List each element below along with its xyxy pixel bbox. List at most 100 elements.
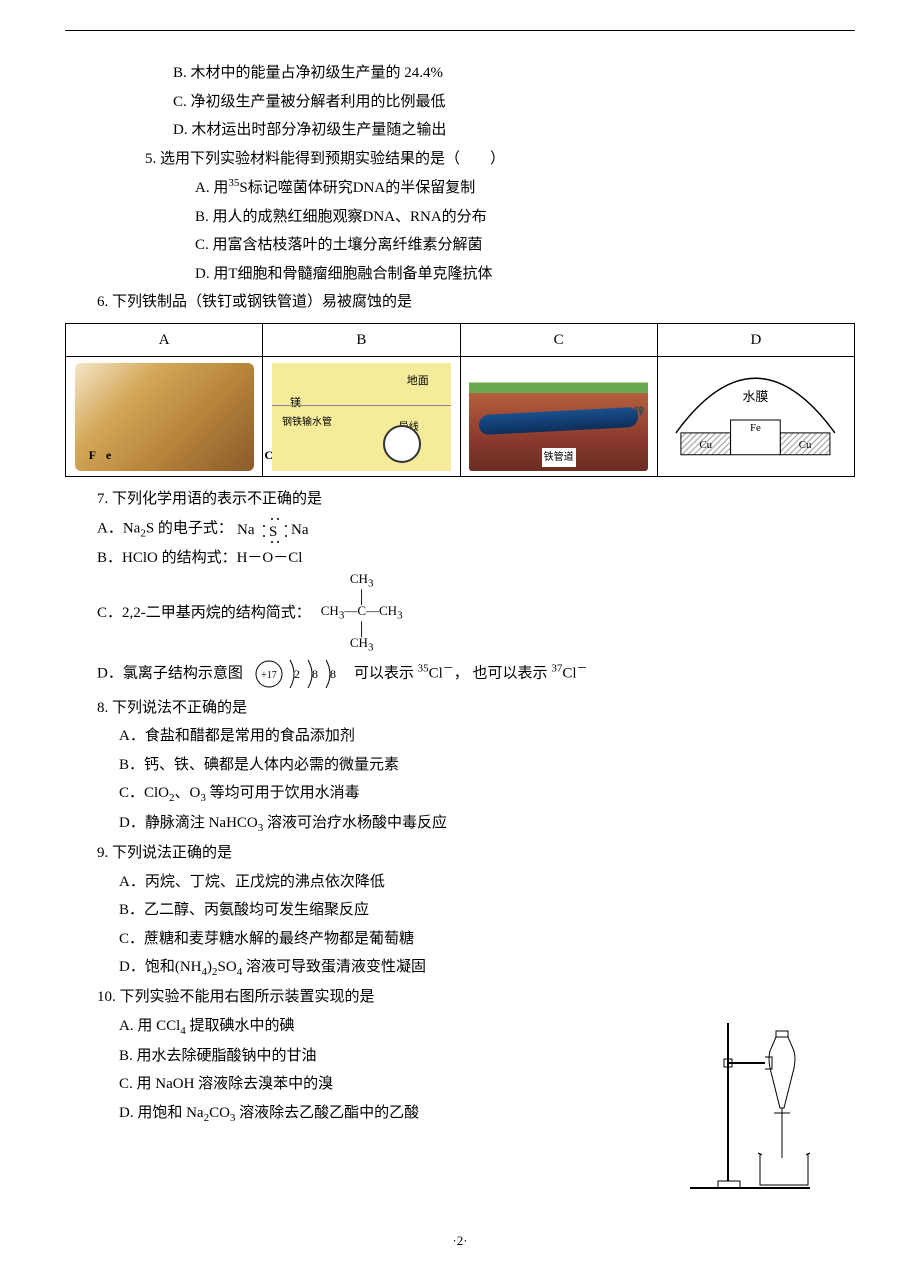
q7-d-p4: Cl xyxy=(562,665,576,681)
q5-d-text: 用T细胞和骨髓瘤细胞融合制备单克隆抗体 xyxy=(213,266,492,282)
svg-text:S: S xyxy=(269,524,277,540)
atom-structure-icon: +17 2 8 8 xyxy=(254,654,350,694)
img-b-ground-line xyxy=(272,405,451,406)
q6-table: A B C D 地面 镁 导线 钢铁输水管 锌 铁管道 xyxy=(65,323,855,478)
q7-stem: 7. 下列化学用语的表示不正确的是 xyxy=(97,485,855,514)
q7-d-s2: 37 xyxy=(551,662,562,674)
q5-stem: 5. 选用下列实验材料能得到预期实验结果的是（ ） xyxy=(145,145,855,174)
q7-d-p1: 可以表示 xyxy=(354,665,418,681)
q10-stem: 10. 下列实验不能用右图所示装置实现的是 xyxy=(97,983,855,1012)
q8-d-post: 溶液可治疗水杨酸中毒反应 xyxy=(263,815,447,831)
q7-option-a: A．Na2S 的电子式： Na S Na xyxy=(97,514,855,544)
q6-img-c-cell: 锌 铁管道 xyxy=(460,357,657,477)
img-d-water-film-icon: 水膜 Fe Cu Cu xyxy=(666,363,845,471)
q8-c-pre: C．ClO xyxy=(119,785,169,801)
c-mrs: 3 xyxy=(397,610,403,622)
svg-text:Na: Na xyxy=(291,522,309,538)
q10-d-mid: CO xyxy=(209,1105,230,1121)
img-c-pipe xyxy=(479,406,638,434)
q10-d-post: 溶液除去乙酸乙酯中的乙酸 xyxy=(235,1105,419,1121)
q9-option-b: B．乙二醇、丙氨酸均可发生缩聚反应 xyxy=(119,896,855,925)
q8-option-b: B．钙、铁、碘都是人体内必需的微量元素 xyxy=(119,751,855,780)
q9-option-c: C．蔗糖和麦芽糖水解的最终产物都是葡萄糖 xyxy=(119,925,855,954)
c-bot-sub: 3 xyxy=(368,642,374,654)
c-bot: CH xyxy=(350,635,368,650)
q4-c-text: 净初级生产量被分解者利用的比例最低 xyxy=(191,94,446,110)
q9-stem: 9. 下列说法正确的是 xyxy=(97,839,855,868)
top-rule xyxy=(65,30,855,31)
img-d-cu-right: Cu xyxy=(799,438,812,450)
q7-option-b: B．HClO 的结构式：H－O－Cl xyxy=(97,544,855,573)
q7-option-c: C．2,2-二甲基丙烷的结构简式： CH3 │ CH3—C—CH3 │ CH3 xyxy=(97,572,855,654)
shell-1: 2 xyxy=(294,667,300,681)
q7-d-p3: ， 也可以表示 xyxy=(454,665,552,681)
q4-b-text: 木材中的能量占净初级生产量的 24.4% xyxy=(191,65,444,81)
c-mc: C xyxy=(357,603,366,618)
img-d-film-text: 水膜 xyxy=(743,389,769,404)
q8-option-a: A．食盐和醋都是常用的食品添加剂 xyxy=(119,722,855,751)
q7-a-mid: S 的电子式： xyxy=(146,520,233,536)
q6-stem: 6. 下列铁制品（铁钉或钢铁管道）易被腐蚀的是 xyxy=(97,288,855,317)
q8-d-pre: D．静脉滴注 NaHCO xyxy=(119,815,258,831)
q4-d-text: 木材运出时部分净初级生产量随之输出 xyxy=(191,122,446,138)
q6-header-a: A xyxy=(66,323,263,357)
q8-stem: 8. 下列说法不正确的是 xyxy=(97,694,855,723)
q6-header-d: D xyxy=(657,323,854,357)
q7-d-m2: － xyxy=(577,662,588,674)
q7-d-s1: 35 xyxy=(418,662,429,674)
q9-option-a: A．丙烷、丁烷、正戊烷的沸点依次降低 xyxy=(119,868,855,897)
q10-a-pre: A. 用 CCl xyxy=(119,1018,180,1034)
nucleus-charge: +17 xyxy=(261,670,277,681)
q7-c-pre: C．2,2-二甲基丙烷的结构简式： xyxy=(97,599,311,628)
q4-option-c: C. 净初级生产量被分解者利用的比例最低 xyxy=(173,88,855,117)
q4-option-b: B. 木材中的能量占净初级生产量的 24.4% xyxy=(173,59,855,88)
q7-d-pre: D．氯离子结构示意图 xyxy=(97,665,243,681)
q4-option-d: D. 木材运出时部分净初级生产量随之输出 xyxy=(173,116,855,145)
img-d-fe-text: Fe xyxy=(750,421,761,433)
q5-a-rest: S标记噬菌体研究DNA的半保留复制 xyxy=(239,180,475,196)
q7-d-p2: Cl xyxy=(429,665,443,681)
q5-option-c: C. 用富含枯枝落叶的土壤分离纤维素分解菌 xyxy=(195,231,855,260)
q9-d-post: 溶液可导致蛋清液变性凝固 xyxy=(242,959,426,975)
q5-option-d: D. 用T细胞和骨髓瘤细胞融合制备单克隆抗体 xyxy=(195,260,855,289)
q10-a-post: 提取碘水中的碘 xyxy=(186,1018,295,1034)
q5-b-text: 用人的成熟红细胞观察DNA、RNA的分布 xyxy=(213,209,487,225)
q7-d-m1: － xyxy=(443,662,454,674)
img-c-zn-label: 锌 xyxy=(634,403,644,422)
q8-option-c: C．ClO2、O3 等均可用于饮用水消毒 xyxy=(119,779,855,809)
structure-formula-icon: CH3 │ CH3—C—CH3 │ CH3 xyxy=(321,572,403,654)
c-ml: CH xyxy=(321,603,339,618)
q5-c-text: 用富含枯枝落叶的土壤分离纤维素分解菌 xyxy=(213,237,483,253)
q6-header-c: C xyxy=(460,323,657,357)
shell-2: 8 xyxy=(312,667,318,681)
q9-d-pre: D．饱和(NH xyxy=(119,959,202,975)
q6-img-b-cell: 地面 镁 导线 钢铁输水管 xyxy=(263,357,460,477)
q6-img-d-cell: 水膜 Fe Cu Cu xyxy=(657,357,854,477)
q8-c-post: 等均可用于饮用水消毒 xyxy=(206,785,360,801)
img-b-pipe-circle xyxy=(383,425,421,463)
img-a-galvanic-icon xyxy=(75,363,254,471)
img-b-pipe-label: 钢铁输水管 xyxy=(282,413,332,432)
shell-3: 8 xyxy=(330,667,336,681)
c-mls: 3 xyxy=(339,610,345,622)
q8-option-d: D．静脉滴注 NaHCO3 溶液可治疗水杨酸中毒反应 xyxy=(119,809,855,839)
q10-d-pre: D. 用饱和 Na xyxy=(119,1105,204,1121)
img-b-buried-pipe-icon: 地面 镁 导线 钢铁输水管 xyxy=(272,363,451,471)
q6-img-a-cell xyxy=(66,357,263,477)
img-d-svg: 水膜 Fe Cu Cu xyxy=(666,363,845,471)
c-mr: CH xyxy=(379,603,397,618)
img-d-cu-left: Cu xyxy=(700,438,713,450)
lewis-structure-icon: Na S Na xyxy=(237,514,315,544)
c-top-sub: 3 xyxy=(368,578,374,590)
q5-a-pre: 用 xyxy=(213,180,228,196)
q7-a-pre: A．Na xyxy=(97,520,140,536)
q9-option-d: D．饱和(NH4)2SO4 溶液可导致蛋清液变性凝固 xyxy=(119,953,855,983)
img-b-elec-label: 镁 xyxy=(290,393,301,414)
q6-header-b: B xyxy=(263,323,460,357)
svg-text:Na: Na xyxy=(237,522,255,538)
q9-d-m2: SO xyxy=(218,959,237,975)
apparatus-svg xyxy=(680,1013,840,1203)
q5-option-a: A. 用35S标记噬菌体研究DNA的半保留复制 xyxy=(195,173,855,203)
c-top: CH xyxy=(350,571,368,586)
q5-option-b: B. 用人的成熟红细胞观察DNA、RNA的分布 xyxy=(195,203,855,232)
